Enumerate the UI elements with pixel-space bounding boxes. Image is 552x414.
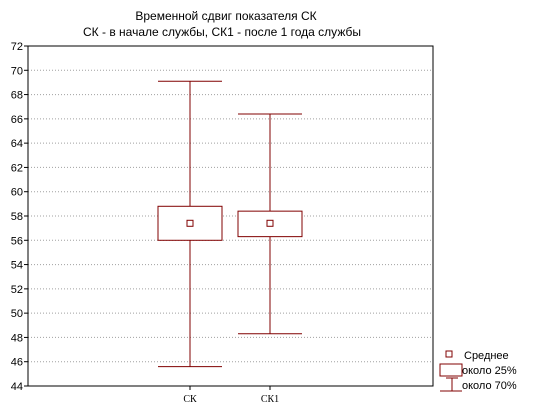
y-tick-label: 44 — [11, 381, 23, 393]
y-tick-label: 60 — [11, 187, 23, 199]
x-tick-label: СК1 — [261, 394, 279, 405]
grid-lines — [28, 69, 433, 363]
mean-marker — [266, 219, 274, 227]
y-tick-label: 48 — [11, 332, 23, 344]
legend-box-label: около 25% — [462, 365, 517, 377]
y-tick-label: 54 — [11, 260, 23, 272]
box-2 — [237, 113, 303, 335]
mean-marker — [186, 219, 194, 227]
y-tick-label: 68 — [11, 90, 23, 102]
y-tick-label: 52 — [11, 284, 23, 296]
chart-subtitle: СК - в начале службы, СК1 - после 1 года… — [83, 25, 361, 39]
box-1 — [157, 80, 223, 368]
y-tick-label: 58 — [11, 211, 23, 223]
y-tick-label: 72 — [11, 41, 23, 53]
y-tick-label: 64 — [11, 138, 23, 150]
box-series — [157, 80, 303, 368]
y-axis: 44 46 48 50 52 54 56 58 60 62 64 66 68 70 72 — [11, 41, 28, 393]
legend-box-marker — [439, 363, 463, 377]
y-tick-label: 66 — [11, 114, 23, 126]
y-tick-label: 62 — [11, 162, 23, 174]
legend-mean-marker — [445, 350, 453, 358]
legend-whisker-marker — [440, 377, 462, 392]
y-tick-label: 46 — [11, 357, 23, 369]
chart-title: Временной сдвиг показателя СК — [135, 9, 316, 23]
y-tick-label: 56 — [11, 235, 23, 247]
legend-whisker-label: около 70% — [462, 380, 517, 392]
legend: Среднее около 25% около 70% — [439, 350, 517, 392]
y-tick-label: 70 — [11, 65, 23, 77]
x-axis: СК СК1 — [183, 386, 279, 405]
x-tick-label: СК — [183, 394, 197, 405]
y-tick-label: 50 — [11, 308, 23, 320]
legend-mean-label: Среднее — [464, 350, 509, 362]
